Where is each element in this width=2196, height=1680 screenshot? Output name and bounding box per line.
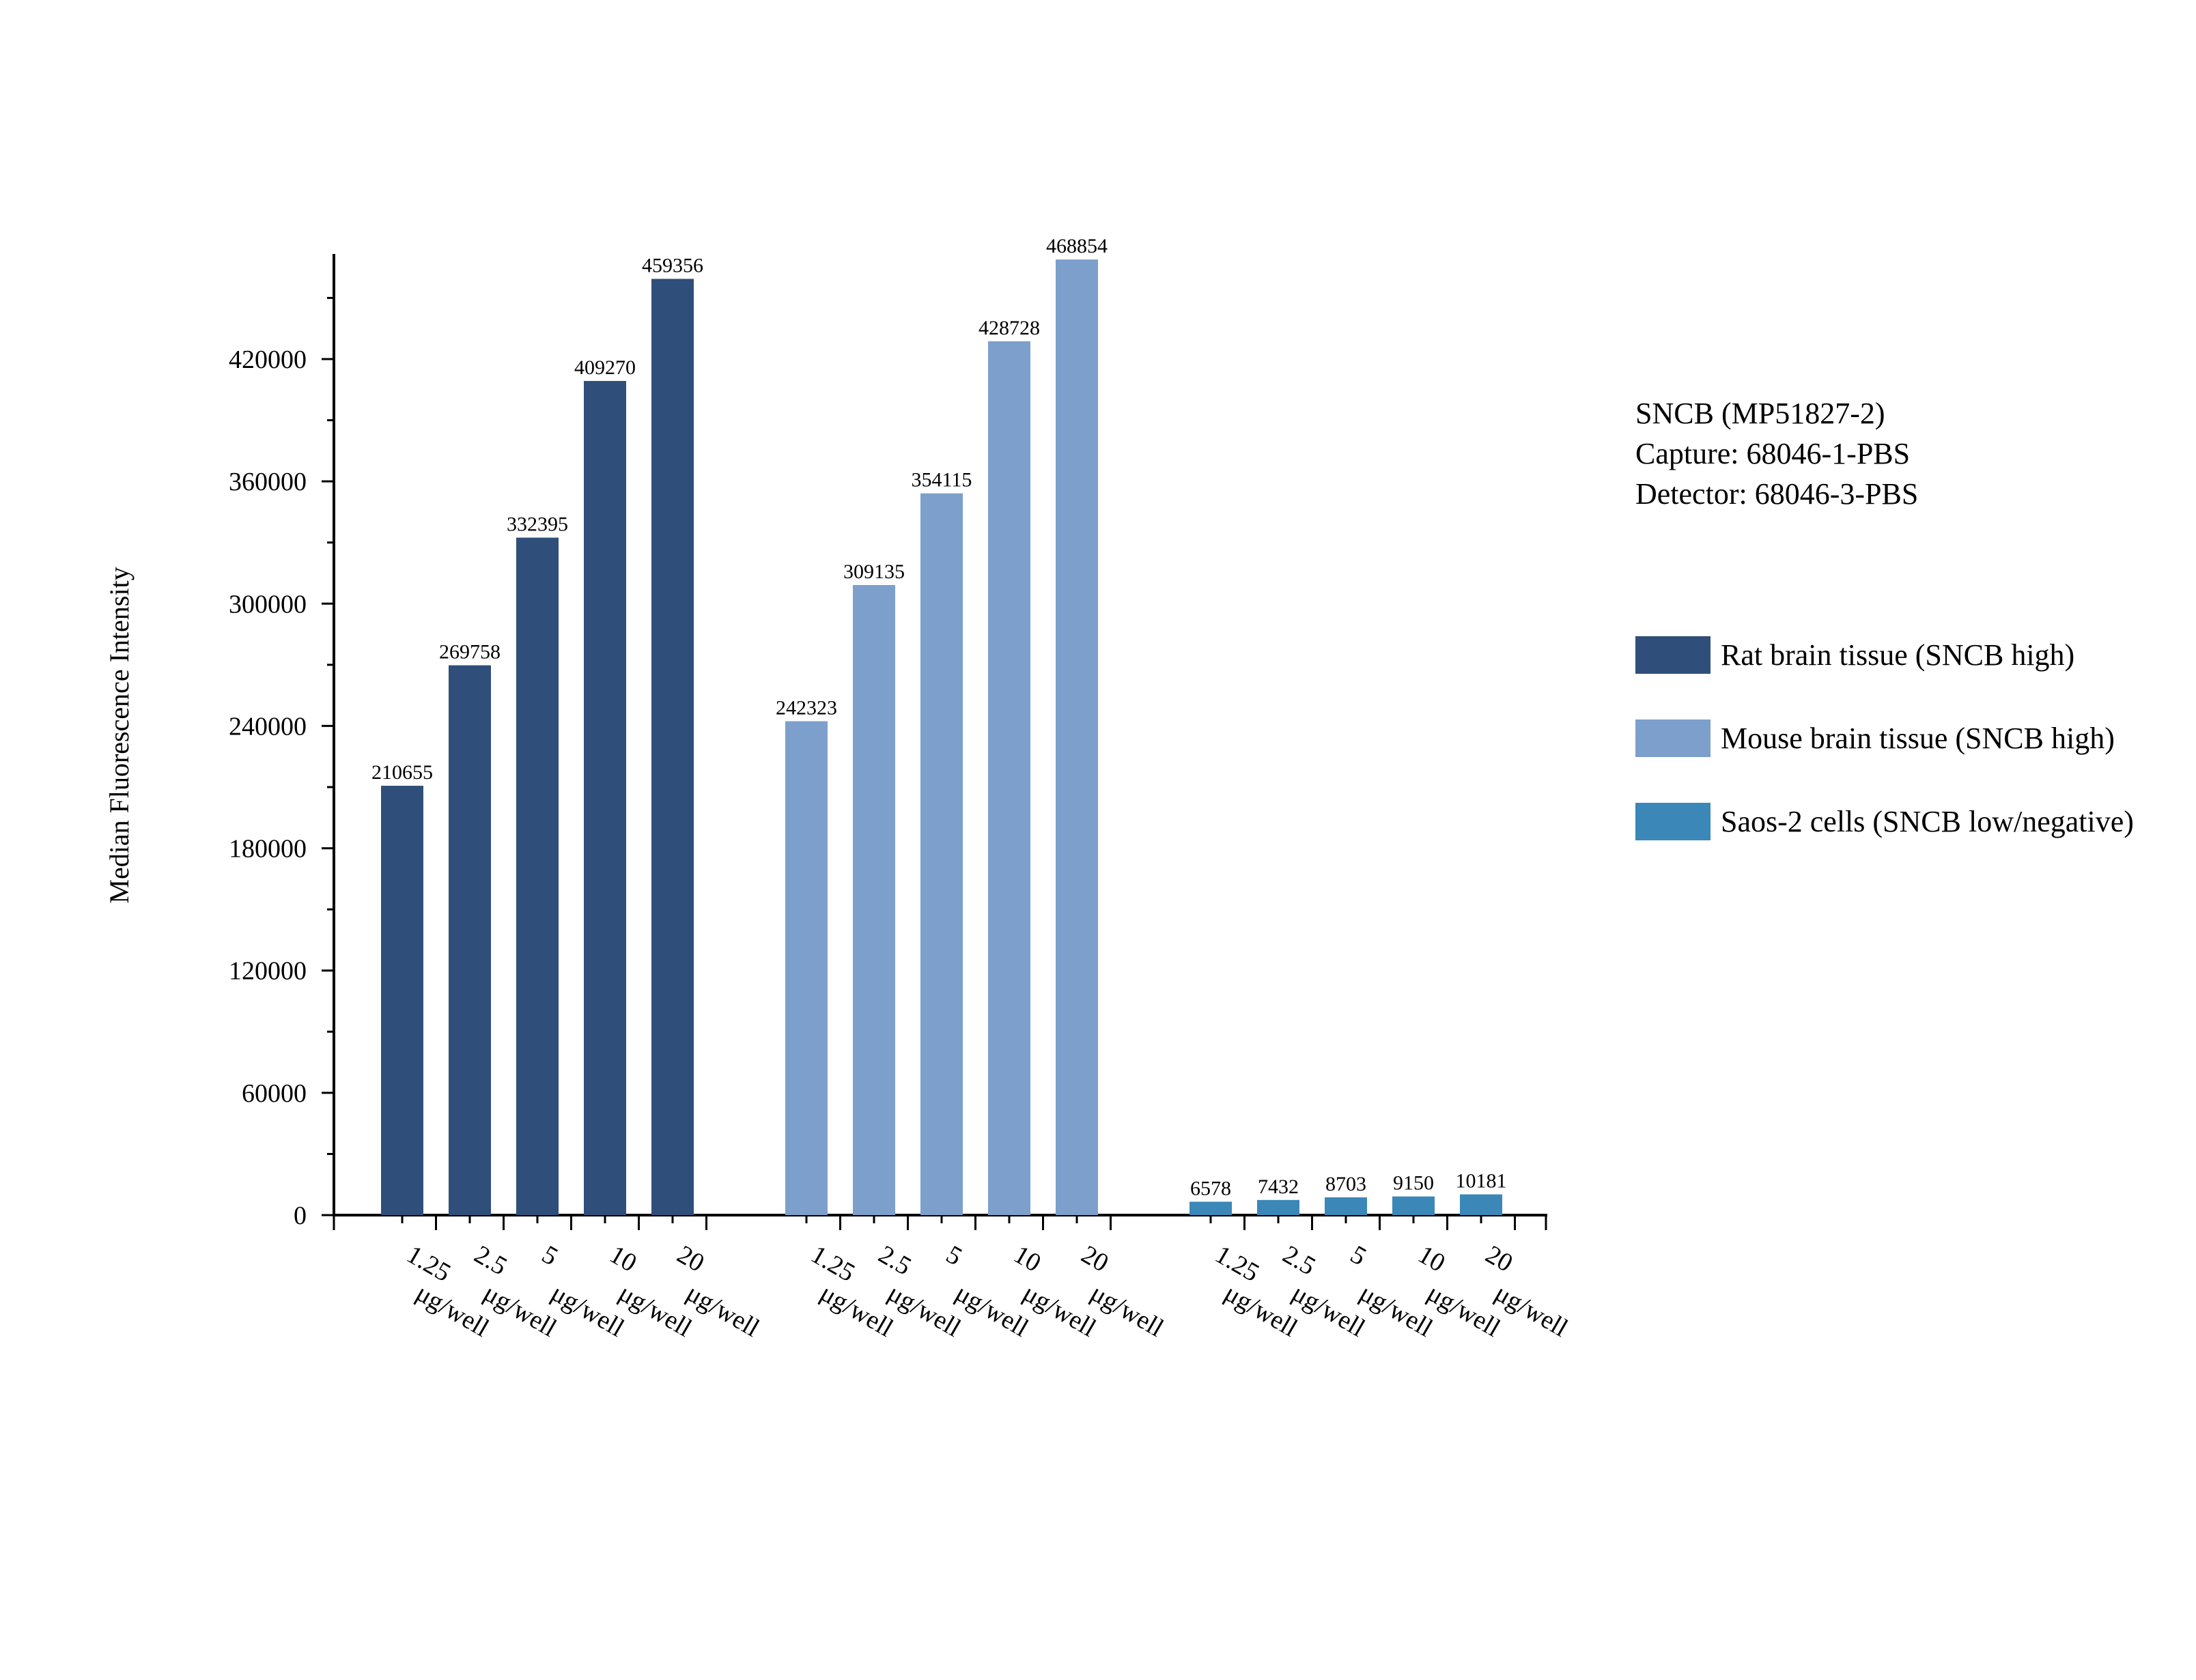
data-label: 10181 [1456,1170,1507,1193]
data-label: 7432 [1258,1176,1299,1198]
data-label: 8703 [1325,1173,1366,1195]
data-label: 242323 [776,696,837,719]
annotation-line: SNCB (MP51827-2) [1635,397,1885,430]
x-tick-labels: 1.25μg/well2.5μg/well5μg/well10μg/well20… [402,1240,1573,1342]
data-label: 354115 [912,469,972,492]
bar [449,665,491,1215]
y-tick-label: 60000 [242,1079,307,1108]
bar [651,279,694,1215]
data-label: 6578 [1190,1177,1231,1199]
chart-annotation: SNCB (MP51827-2) Capture: 68046-1-PBS Dete… [1635,397,1918,511]
annotation-line: Capture: 68046-1-PBS [1635,437,1910,470]
y-tick-label: 360000 [229,468,307,496]
bar [785,721,828,1215]
y-tick-label: 300000 [229,590,307,618]
bar [853,585,895,1215]
annotation-line: Detector: 68046-3-PBS [1635,477,1918,511]
bar [516,537,559,1215]
bar [1190,1201,1232,1215]
bar [1392,1196,1435,1215]
legend-swatch [1635,636,1711,674]
y-tick-label: 120000 [229,957,307,986]
bar [584,381,626,1215]
legend-swatch [1635,720,1711,757]
data-labels: 210655 269758 332395 409270 459356 242323 3091… [371,235,1507,1199]
legend-label: Saos-2 cells (SNCB low/negative) [1721,805,2134,838]
y-tick-label: 0 [294,1201,307,1230]
legend-swatch [1635,803,1711,840]
bar [1056,259,1098,1215]
data-label: 269758 [439,641,501,664]
data-label: 428728 [979,317,1040,339]
data-label: 468854 [1046,235,1108,257]
bar [988,341,1030,1215]
y-tick-labels: 0 60000 120000 180000 240000 300000 360000 4200… [229,345,307,1230]
bar [1460,1194,1502,1215]
bar [1325,1197,1367,1215]
y-axis-label: Median Fluorescence Intensity [104,567,135,903]
legend: Rat brain tissue (SNCB high) Mouse brain … [1635,636,2134,840]
bar [381,786,423,1215]
data-label: 9150 [1393,1172,1434,1195]
bar [920,493,963,1215]
data-label: 309135 [843,560,905,583]
data-label: 409270 [574,356,636,379]
data-label: 459356 [642,254,703,276]
bar [1257,1199,1299,1215]
bars [381,259,1502,1215]
y-tick-label: 240000 [229,712,307,741]
legend-label: Mouse brain tissue (SNCB high) [1721,722,2115,755]
data-label: 210655 [371,761,433,784]
y-tick-label: 420000 [229,345,307,374]
data-label: 332395 [507,513,568,536]
y-tick-label: 180000 [229,835,307,864]
legend-label: Rat brain tissue (SNCB high) [1721,638,2074,672]
